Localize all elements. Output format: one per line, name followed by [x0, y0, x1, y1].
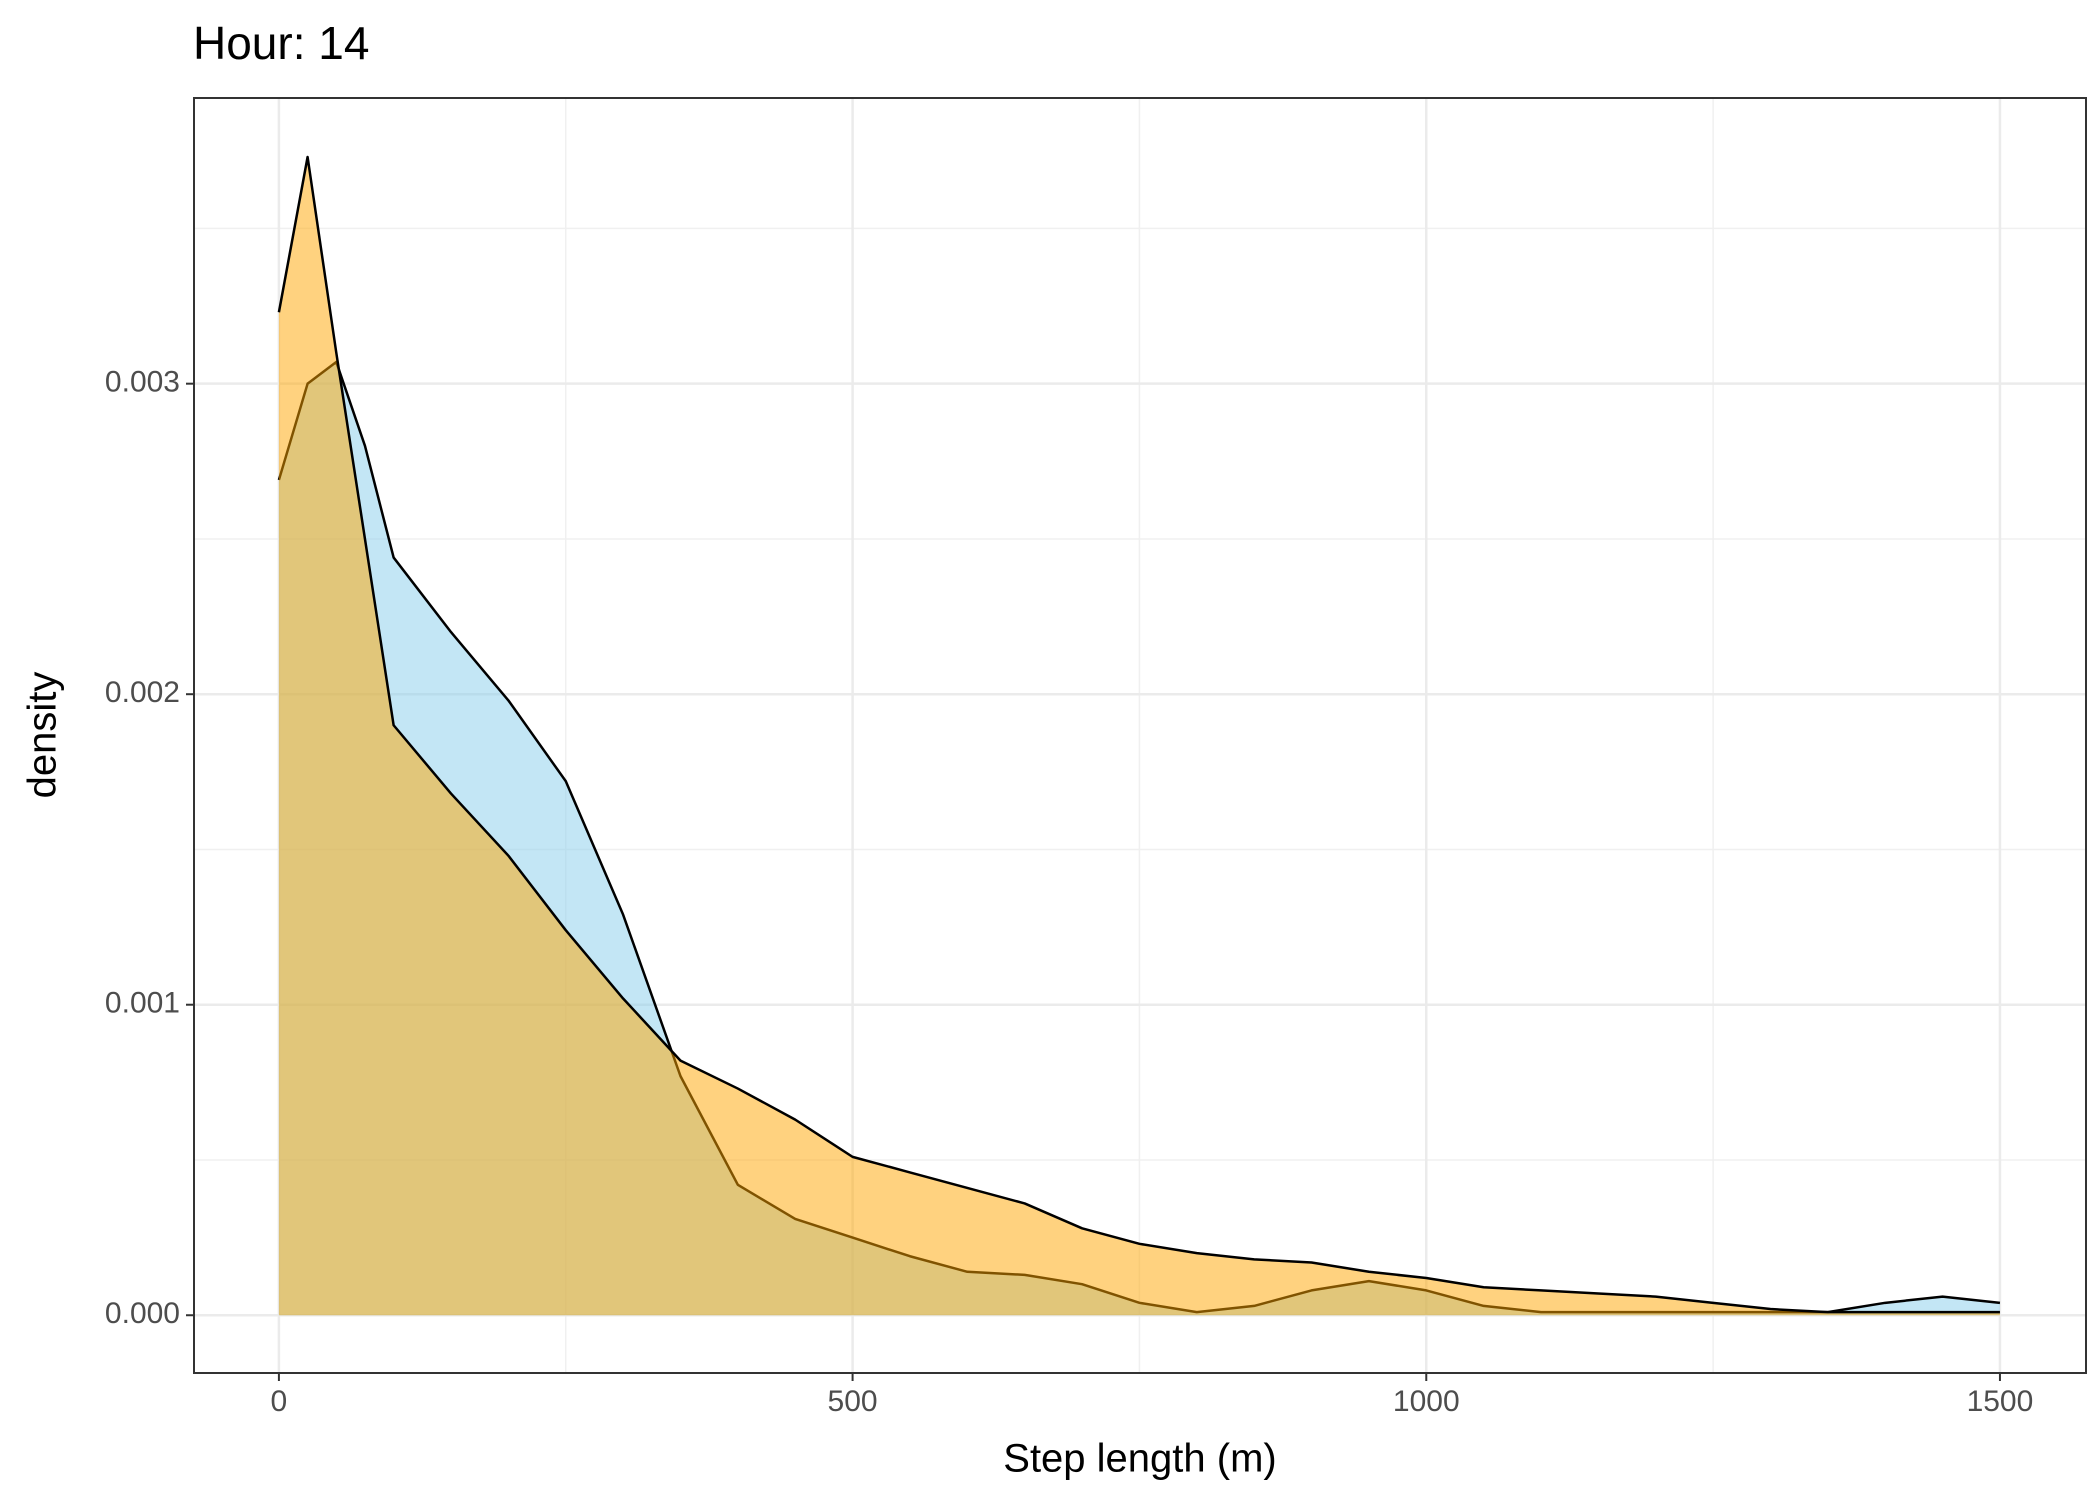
x-tick-label: 0 [271, 1385, 288, 1418]
panel-border [193, 97, 2087, 1374]
x-tick-label: 1000 [1393, 1385, 1460, 1418]
y-axis-label: density [21, 672, 65, 799]
x-axis-label: Step length (m) [1003, 1437, 1276, 1481]
area-fill [278, 156, 2000, 1316]
y-tick-label: 0.003 [105, 366, 180, 399]
y-tick-label: 0.000 [105, 1297, 180, 1330]
density-line [277, 155, 2000, 1314]
chart-title: Hour: 14 [193, 17, 369, 69]
x-tick-label: 500 [828, 1385, 878, 1418]
y-tick-label: 0.001 [105, 987, 180, 1020]
x-tick-label: 1500 [1967, 1385, 2034, 1418]
y-tick-label: 0.002 [105, 676, 180, 709]
